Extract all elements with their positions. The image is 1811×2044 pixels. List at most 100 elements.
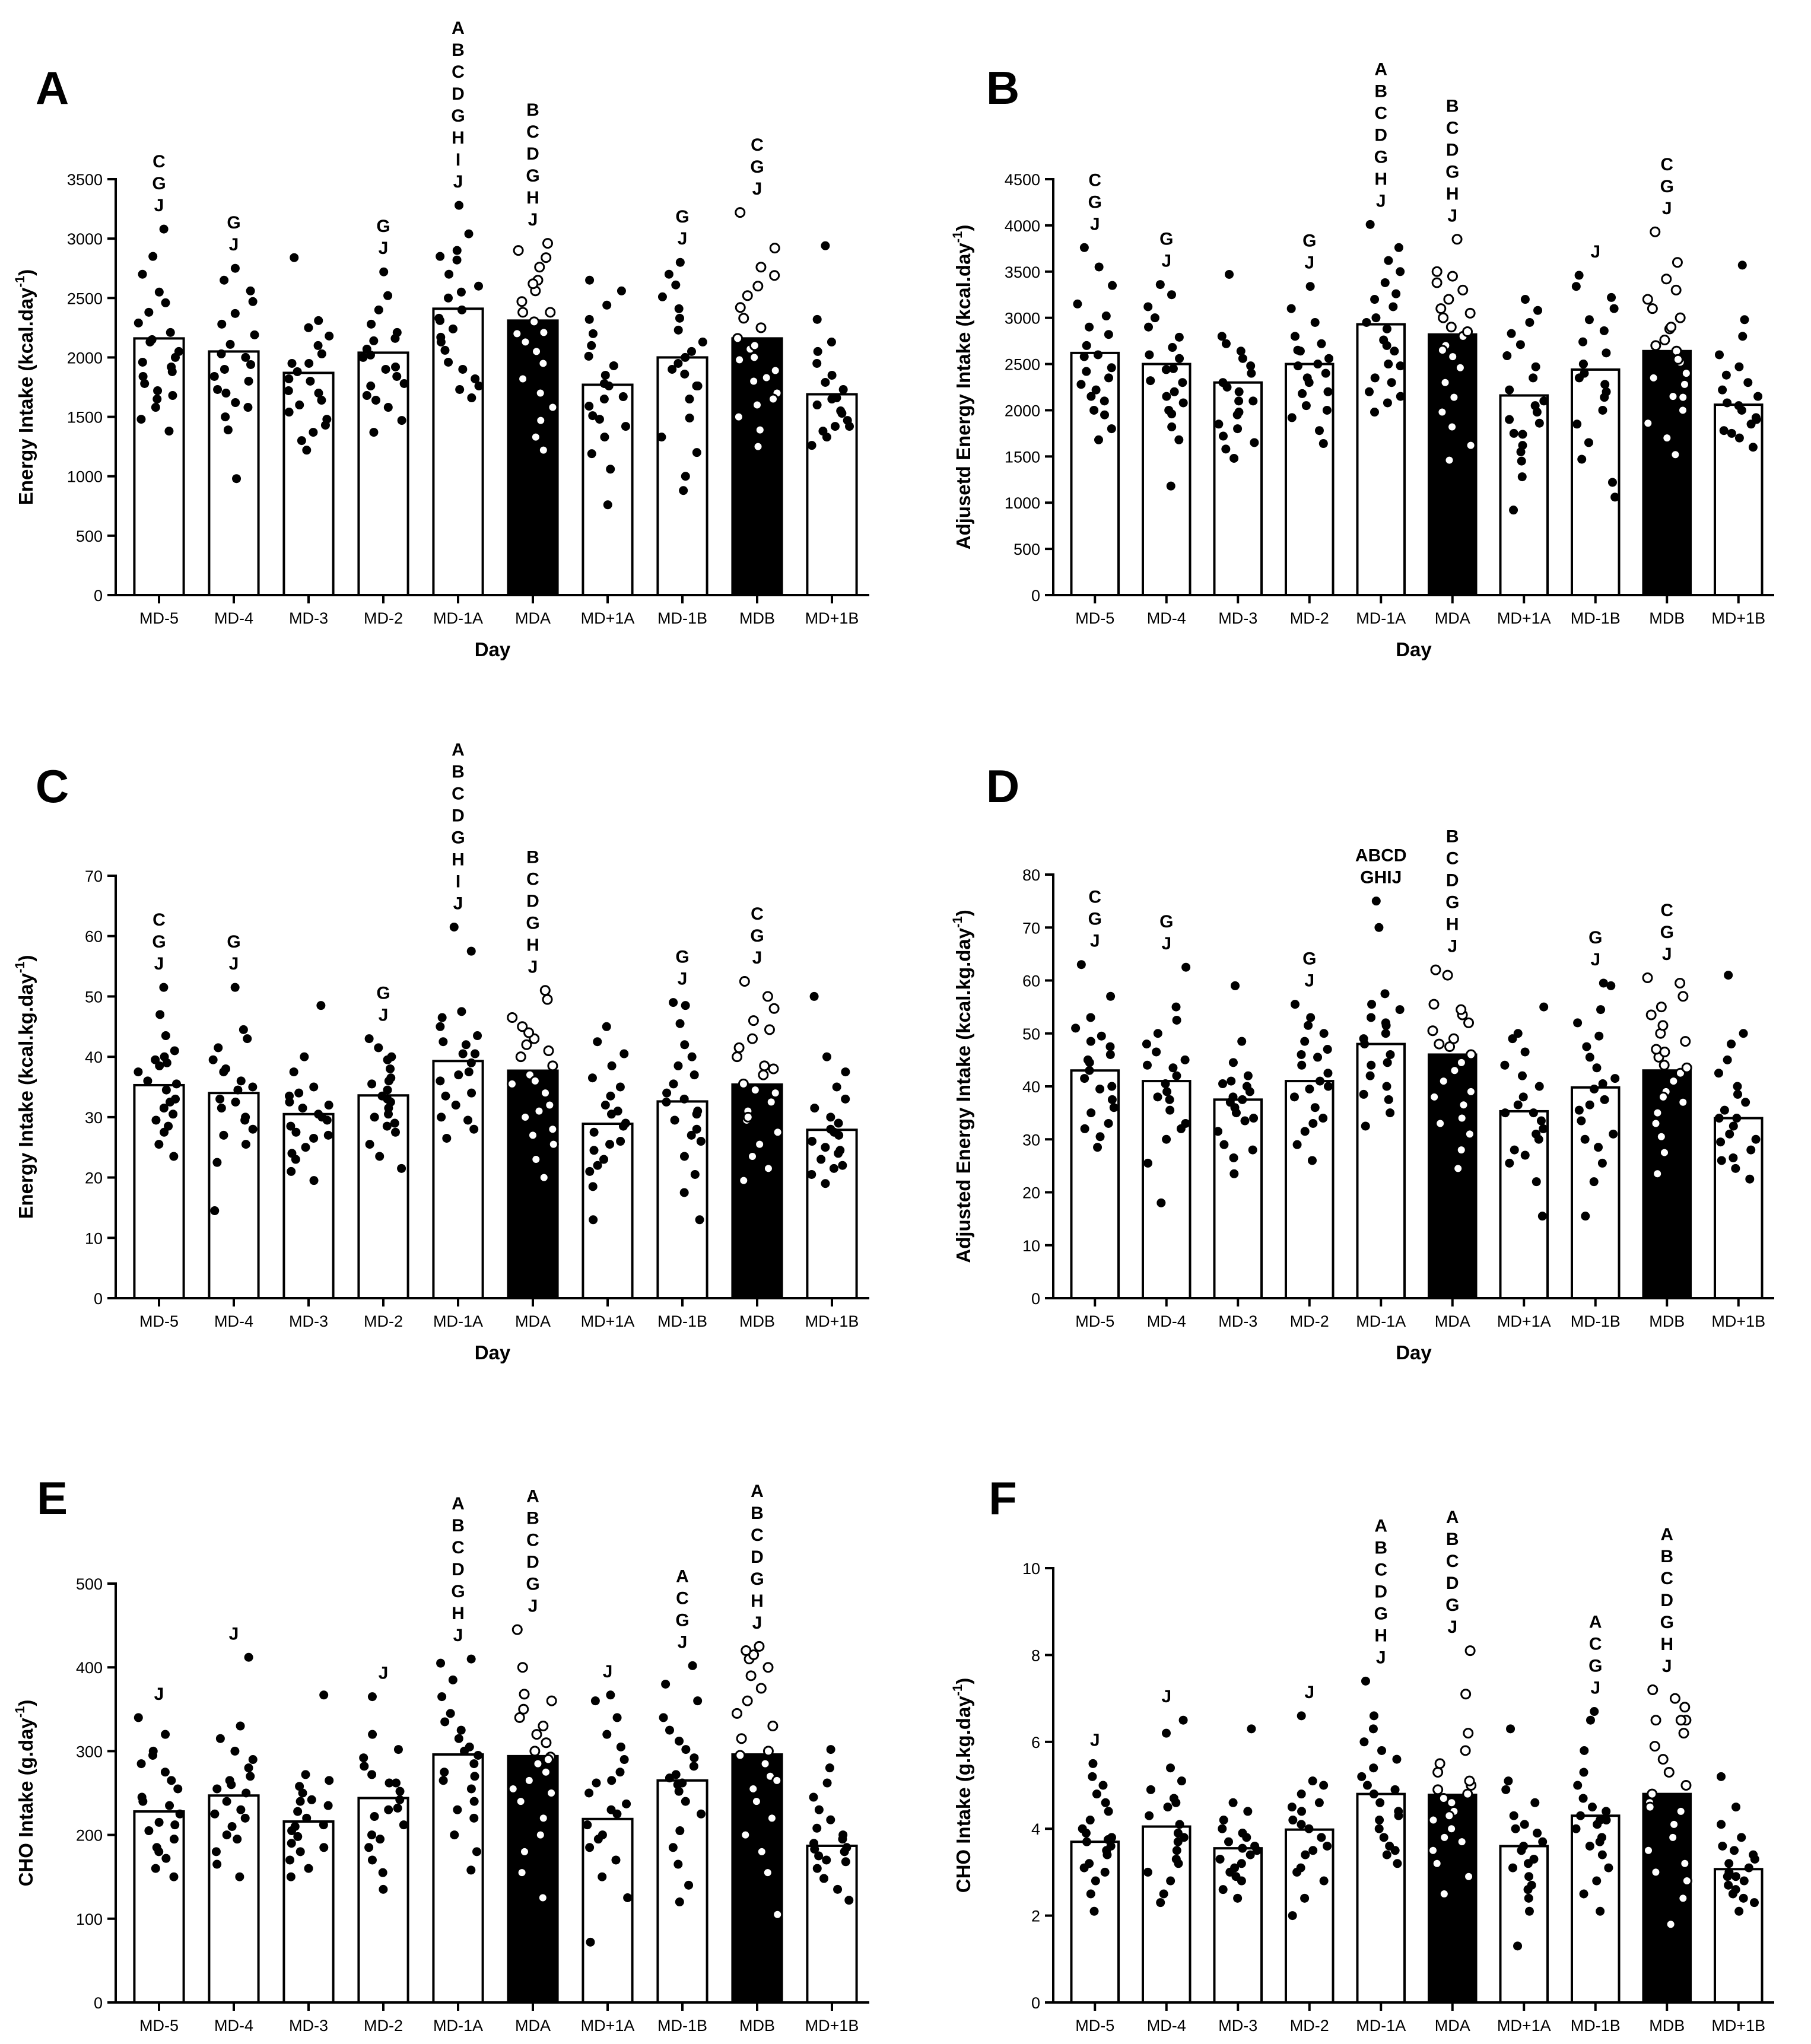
x-tick-label: MD-4 [214, 1312, 253, 1330]
data-point [739, 976, 750, 987]
data-point [1440, 377, 1451, 388]
data-point [599, 379, 609, 388]
data-point [747, 1150, 758, 1162]
data-point [1659, 1046, 1670, 1057]
data-point [611, 1855, 621, 1865]
data-point [1107, 1095, 1117, 1104]
data-point [539, 985, 551, 996]
data-point [161, 1085, 171, 1095]
data-point [1724, 1859, 1734, 1868]
data-point [217, 1104, 226, 1113]
data-point [1438, 1889, 1450, 1899]
data-point [1519, 1841, 1529, 1851]
data-point [1367, 1000, 1377, 1009]
data-point [1101, 1798, 1110, 1807]
data-point [735, 302, 746, 313]
data-point [244, 1763, 253, 1773]
data-point [314, 389, 323, 398]
significance-letter: G [152, 174, 166, 193]
y-tick-label: 2 [1031, 1908, 1040, 1925]
data-point [1365, 387, 1374, 396]
data-point [535, 1829, 546, 1840]
data-point [516, 1867, 528, 1878]
data-point [537, 1892, 548, 1903]
data-point [1438, 1076, 1449, 1087]
significance-letter: J [1304, 253, 1314, 273]
y-tick-label: 0 [94, 1290, 103, 1308]
data-point [1533, 1829, 1542, 1838]
x-tick-label: MD-5 [139, 609, 179, 627]
data-point [436, 1658, 446, 1668]
data-point [1156, 1898, 1165, 1908]
data-point [588, 411, 598, 421]
data-point [1743, 378, 1753, 387]
data-point [754, 1641, 765, 1652]
data-point [173, 1784, 183, 1794]
data-point [144, 1826, 154, 1836]
significance-letter: G [1088, 192, 1102, 212]
data-point [819, 1874, 828, 1883]
x-tick-label: MDA [515, 1312, 551, 1330]
data-point [140, 379, 150, 388]
data-point [367, 1079, 377, 1089]
data-point [1659, 1060, 1670, 1071]
significance-letter: J [1161, 934, 1171, 953]
data-point [732, 333, 744, 344]
data-point [1716, 1137, 1726, 1147]
data-point [738, 1078, 749, 1089]
data-point [319, 1843, 329, 1852]
y-tick-label: 0 [1031, 1290, 1040, 1308]
data-point [284, 408, 294, 417]
data-point [294, 1088, 304, 1098]
data-point [241, 1140, 250, 1149]
data-point [1305, 1084, 1314, 1093]
data-point [1231, 981, 1240, 990]
data-point [698, 337, 707, 347]
data-point [440, 1768, 449, 1777]
data-point [1085, 1816, 1095, 1825]
x-tick-label: MDB [1649, 1312, 1685, 1330]
data-point [1300, 1037, 1310, 1046]
data-point [322, 415, 332, 424]
data-point [538, 1813, 549, 1824]
data-point [236, 1721, 245, 1731]
data-point [692, 448, 701, 457]
bar-mdplus1a [1499, 394, 1549, 597]
data-point [367, 1692, 377, 1702]
data-point [1213, 1127, 1223, 1136]
data-point [227, 1822, 237, 1831]
data-point [1287, 413, 1297, 422]
data-point [1218, 1079, 1228, 1089]
panel-letter: B [986, 62, 1019, 114]
data-point [835, 1146, 845, 1155]
data-point [1749, 1850, 1758, 1859]
y-tick-label: 50 [85, 988, 103, 1006]
data-point [1444, 1041, 1456, 1053]
data-point [1590, 1084, 1599, 1093]
x-tick-label: MD-4 [1147, 609, 1186, 627]
data-point [1157, 1198, 1166, 1207]
data-point [1659, 1147, 1670, 1158]
data-point [1518, 1092, 1528, 1102]
data-point [1727, 428, 1736, 438]
data-point [603, 500, 612, 510]
data-point [588, 1182, 598, 1191]
data-point [1323, 387, 1333, 396]
x-tick-label: MD-3 [289, 2017, 328, 2035]
data-point [246, 360, 256, 369]
data-point [825, 1763, 834, 1773]
significance-letter: C [1589, 1635, 1602, 1654]
significance-letter: C [1088, 888, 1101, 907]
data-point [1734, 401, 1743, 411]
significance-letter: D [751, 1547, 764, 1567]
data-point [1597, 1158, 1607, 1168]
data-point [541, 1737, 552, 1749]
data-point [134, 1067, 143, 1077]
data-point [681, 1797, 690, 1806]
data-point [1530, 1798, 1540, 1807]
data-point [1384, 360, 1393, 369]
data-point [161, 298, 170, 307]
data-point [827, 395, 837, 404]
data-point [1679, 1702, 1691, 1713]
